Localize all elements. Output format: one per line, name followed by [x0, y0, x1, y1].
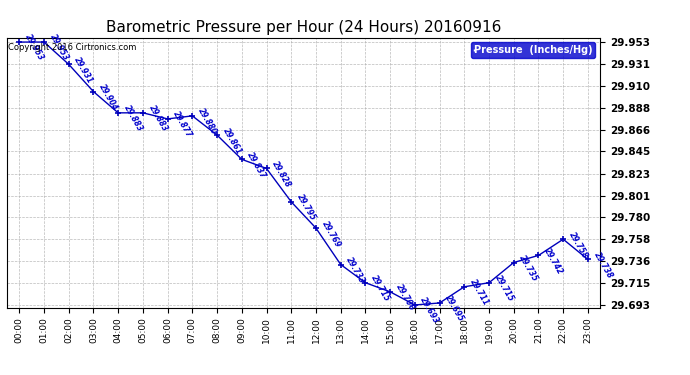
- Text: 29.828: 29.828: [270, 159, 293, 189]
- Text: 29.715: 29.715: [493, 274, 515, 303]
- Text: 29.738: 29.738: [592, 251, 614, 280]
- Text: 29.742: 29.742: [542, 246, 564, 276]
- Text: 29.837: 29.837: [246, 150, 268, 180]
- Text: 29.693: 29.693: [419, 296, 441, 326]
- Text: 29.880: 29.880: [196, 107, 219, 136]
- Title: Barometric Pressure per Hour (24 Hours) 20160916: Barometric Pressure per Hour (24 Hours) …: [106, 20, 502, 35]
- Text: 29.758: 29.758: [567, 230, 589, 260]
- Text: 29.877: 29.877: [171, 110, 194, 140]
- Text: 29.904: 29.904: [97, 82, 119, 112]
- Text: 29.735: 29.735: [518, 254, 540, 283]
- Text: Copyright 2016 Cirtronics.com: Copyright 2016 Cirtronics.com: [8, 43, 137, 52]
- Text: 29.931: 29.931: [72, 55, 95, 85]
- Text: 29.953: 29.953: [23, 33, 46, 63]
- Text: 29.733: 29.733: [344, 255, 367, 285]
- Text: 29.769: 29.769: [319, 219, 342, 249]
- Text: 29.711: 29.711: [468, 278, 491, 308]
- Text: 29.861: 29.861: [221, 126, 244, 156]
- Text: 29.795: 29.795: [295, 193, 317, 222]
- Text: 29.715: 29.715: [369, 274, 392, 303]
- Text: 29.706: 29.706: [394, 283, 416, 312]
- Legend: Pressure  (Inches/Hg): Pressure (Inches/Hg): [471, 42, 595, 58]
- Text: 29.953: 29.953: [48, 33, 70, 63]
- Text: 29.883: 29.883: [122, 104, 144, 134]
- Text: 29.695: 29.695: [444, 294, 466, 324]
- Text: 29.883: 29.883: [147, 104, 169, 134]
